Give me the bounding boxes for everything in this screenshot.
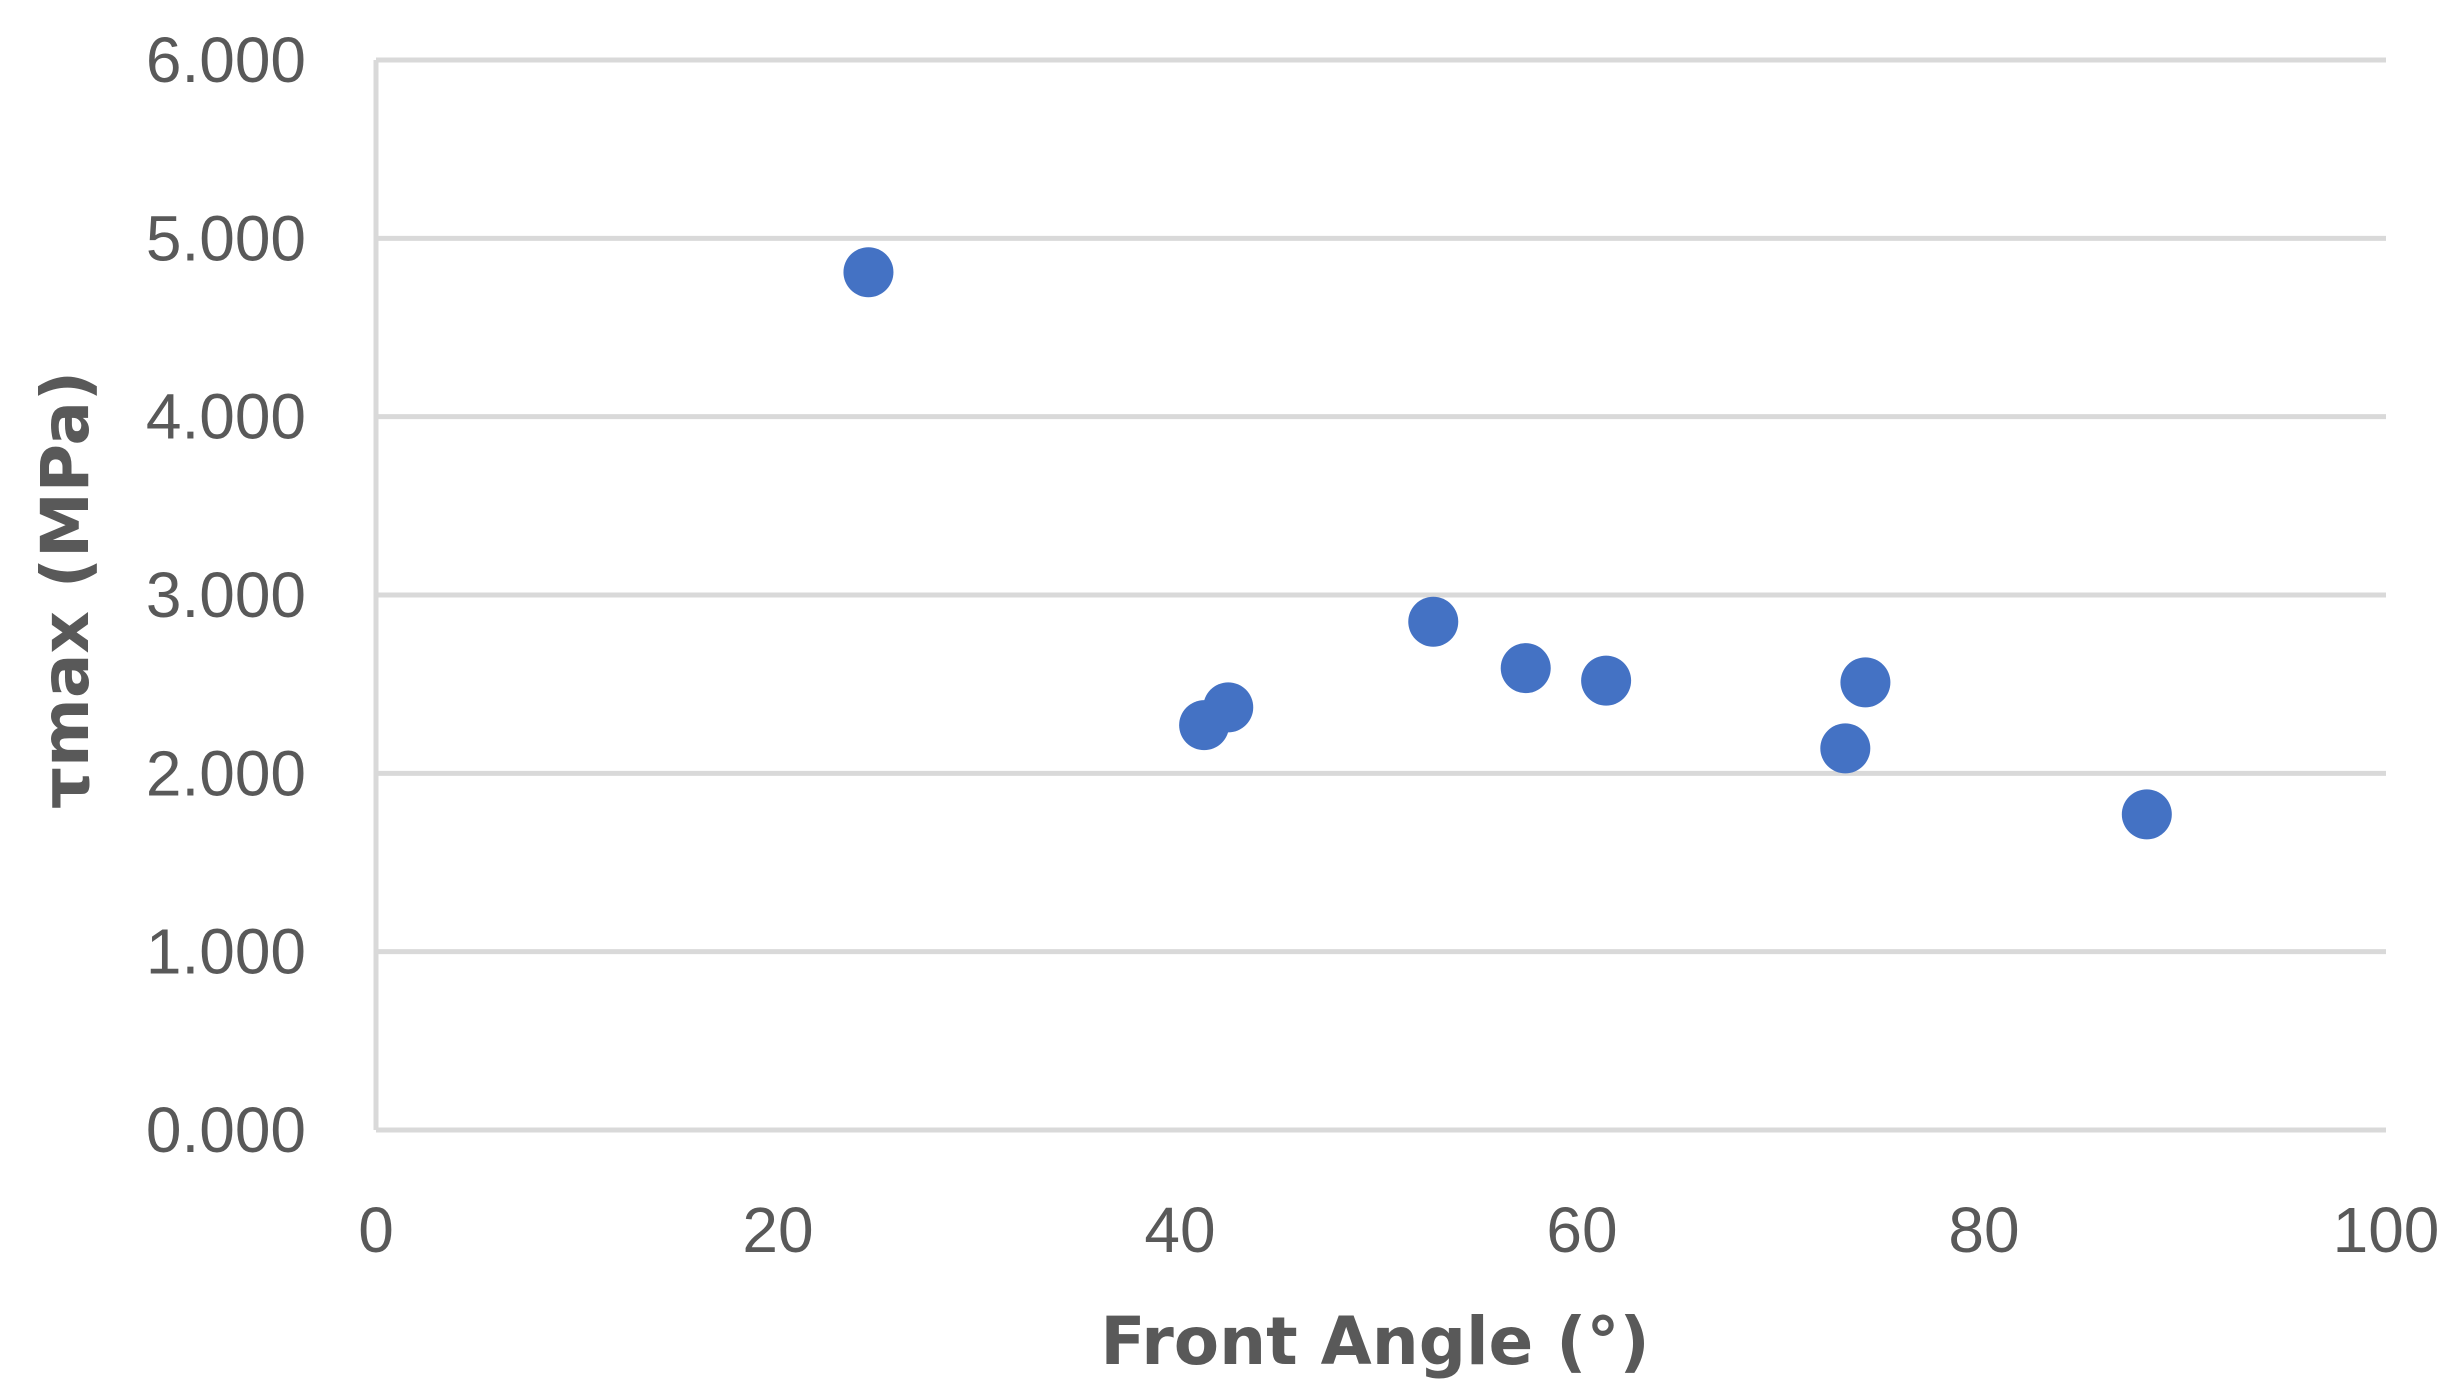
y-tick-label: 4.000: [146, 381, 306, 453]
x-axis-title: Front Angle (°): [1100, 1303, 1649, 1380]
data-points: [843, 247, 2172, 840]
data-point: [2121, 789, 2172, 840]
y-tick-label: 5.000: [146, 202, 306, 274]
x-tick-label: 80: [1948, 1194, 2019, 1266]
x-tick-label: 100: [2333, 1194, 2440, 1266]
x-tick-label: 40: [1144, 1194, 1215, 1266]
data-point: [1500, 643, 1551, 694]
data-point: [1840, 657, 1891, 708]
y-tick-label: 1.000: [146, 916, 306, 988]
y-tick-label: 3.000: [146, 559, 306, 631]
data-point: [1408, 596, 1459, 647]
y-axis-ticks: 0.000 1.000 2.000 3.000 4.000 5.000 6.000: [146, 24, 306, 1166]
x-tick-label: 0: [358, 1194, 394, 1266]
y-tick-label: 2.000: [146, 737, 306, 809]
data-point: [843, 247, 894, 298]
gridlines: [376, 57, 2386, 955]
data-point: [1820, 723, 1871, 774]
y-tick-label: 6.000: [146, 24, 306, 96]
data-point: [1581, 655, 1632, 706]
x-tick-label: 20: [742, 1194, 813, 1266]
data-point: [1203, 682, 1254, 733]
x-tick-label: 60: [1546, 1194, 1617, 1266]
y-tick-label: 0.000: [146, 1094, 306, 1166]
x-axis-ticks: 0 20 40 60 80 100: [358, 1194, 2439, 1266]
axes: [373, 60, 2386, 1133]
y-axis-title: τmax (MPa): [27, 371, 104, 809]
